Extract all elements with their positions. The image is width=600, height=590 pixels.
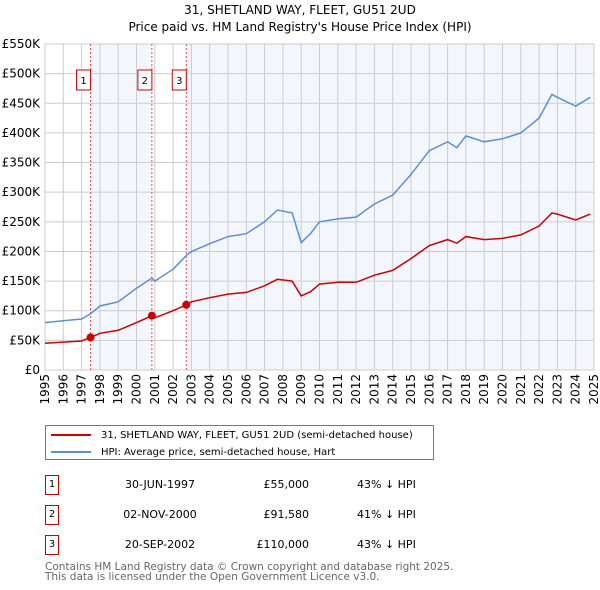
x-tick-label: 2014 (386, 374, 400, 405)
y-tick-label: £500K (2, 67, 42, 81)
legend-swatch-red (51, 434, 91, 436)
x-tick-label: 2016 (422, 374, 436, 405)
legend-label-hpi: HPI: Average price, semi-detached house,… (101, 446, 336, 458)
x-tick-label: 2004 (203, 374, 217, 405)
x-tick-label: 2009 (294, 374, 308, 405)
x-tick-label: 1997 (75, 374, 89, 405)
chart-title: 31, SHETLAND WAY, FLEET, GU51 2UD (184, 3, 416, 17)
x-tick-label: 2021 (514, 374, 528, 405)
x-tick-label: 2003 (184, 374, 198, 405)
y-tick-label: £550K (2, 37, 42, 51)
x-tick-label: 2001 (148, 374, 162, 405)
sale-hpi-diff: 43% ↓ HPI (357, 478, 416, 491)
x-tick-label: 1995 (38, 374, 52, 405)
y-tick-label: £100K (2, 304, 42, 318)
x-tick-label: 2012 (349, 374, 363, 405)
x-tick-label: 2007 (258, 374, 272, 405)
sale-label-box (76, 69, 92, 91)
x-tick-label: 2023 (550, 374, 564, 405)
hpi-line (44, 93, 591, 324)
chart-subtitle: Price paid vs. HM Land Registry's House … (128, 20, 471, 34)
sale-hpi-diff: 43% ↓ HPI (357, 538, 416, 551)
y-tick-label: £50K (9, 333, 41, 347)
shaded-period (90, 44, 152, 370)
sale-date: 02-NOV-2000 (123, 508, 197, 521)
legend-swatch-blue (51, 451, 91, 453)
sale-price: £91,580 (263, 508, 310, 521)
sale-label: 2 (142, 76, 148, 87)
x-tick-label: 2020 (496, 374, 510, 405)
sale-price: £110,000 (256, 538, 310, 551)
y-tick-label: £0 (25, 363, 40, 377)
y-tick-label: £350K (2, 156, 42, 170)
legend-item-property: 31, SHETLAND WAY, FLEET, GU51 2UD (semi-… (51, 427, 413, 443)
x-tick-label: 2006 (239, 374, 253, 405)
x-tick-label: 2005 (221, 374, 235, 405)
y-tick-label: £450K (2, 96, 42, 110)
legend-item-hpi: HPI: Average price, semi-detached house,… (51, 444, 335, 460)
sale-point (86, 333, 95, 342)
footer-copyright: Contains HM Land Registry data © Crown c… (45, 561, 454, 573)
y-tick-label: £400K (2, 126, 42, 140)
footer-licence: This data is licensed under the Open Gov… (45, 571, 380, 583)
x-tick-label: 2019 (477, 374, 491, 405)
sale-date: 20-SEP-2002 (124, 538, 196, 551)
sale-number: 1 (45, 475, 59, 495)
x-tick-label: 2025 (587, 374, 600, 405)
sale-label-box (137, 69, 153, 91)
x-tick-label: 2024 (569, 374, 583, 405)
property-price-line (44, 212, 591, 345)
x-tick-label: 1996 (56, 374, 70, 405)
y-tick-label: £200K (2, 244, 42, 258)
sale-price: £55,000 (263, 478, 310, 491)
price-chart: 31, SHETLAND WAY, FLEET, GU51 2UD Price … (2, 3, 600, 405)
sale-date: 30-JUN-1997 (124, 478, 196, 491)
x-tick-label: 1999 (111, 374, 125, 405)
y-tick-label: £250K (2, 215, 42, 229)
sale-number: 2 (45, 505, 59, 525)
sale-point (182, 300, 191, 309)
x-tick-label: 2013 (367, 374, 381, 405)
sale-label: 3 (176, 76, 182, 87)
x-tick-label: 2008 (276, 374, 290, 405)
y-tick-label: £150K (2, 274, 42, 288)
sale-label: 1 (80, 76, 86, 87)
sale-number: 3 (45, 535, 59, 555)
x-tick-label: 2015 (404, 374, 418, 405)
x-tick-label: 2018 (459, 374, 473, 405)
x-tick-label: 2022 (532, 374, 546, 405)
y-tick-label: £300K (2, 185, 42, 199)
shaded-period (186, 44, 594, 370)
x-tick-label: 2011 (331, 374, 345, 405)
x-tick-label: 2017 (441, 374, 455, 405)
x-tick-label: 2002 (166, 374, 180, 405)
x-tick-label: 2000 (130, 374, 144, 405)
chart-legend: 31, SHETLAND WAY, FLEET, GU51 2UD (semi-… (45, 425, 434, 460)
x-tick-label: 1998 (93, 374, 107, 405)
sale-label-box (171, 69, 187, 91)
legend-label-property: 31, SHETLAND WAY, FLEET, GU51 2UD (semi-… (101, 429, 413, 441)
x-tick-label: 2010 (313, 374, 327, 405)
sale-point (147, 311, 156, 320)
sale-hpi-diff: 41% ↓ HPI (357, 508, 416, 521)
